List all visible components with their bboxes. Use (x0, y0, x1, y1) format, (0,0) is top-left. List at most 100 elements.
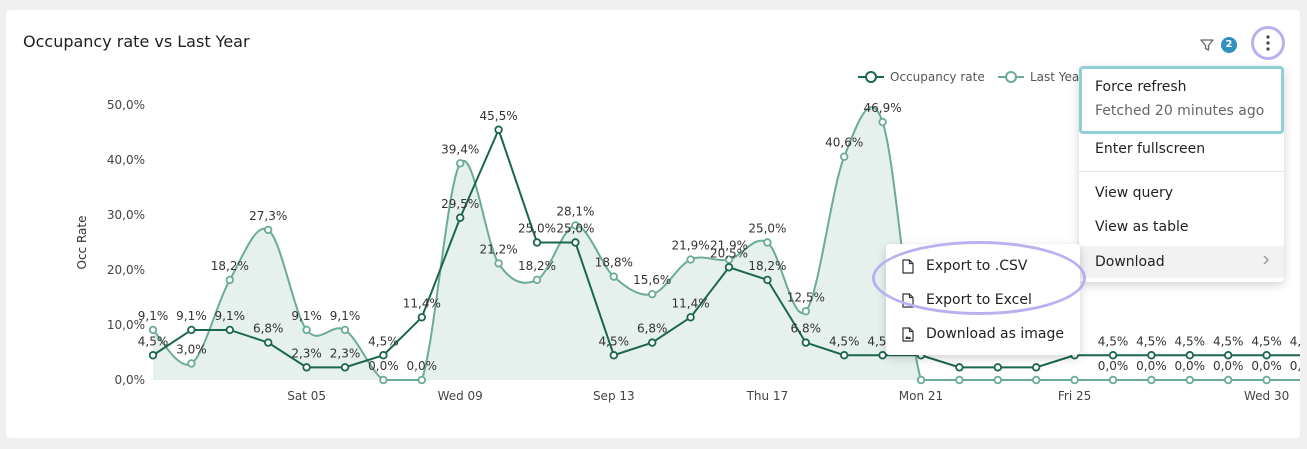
last-year-data-label: 0,0% (1175, 359, 1206, 373)
occupancy-point (1262, 351, 1271, 360)
last-year-point (724, 255, 734, 264)
last-year-data-label: 0,0% (368, 359, 399, 373)
view-query-item[interactable]: View query (1079, 177, 1284, 209)
occupancy-point (609, 351, 618, 360)
occupancy-data-label: 4,5% (1098, 334, 1129, 348)
force-refresh-label: Force refresh (1095, 79, 1187, 95)
occupancy-data-label: 4,5% (1175, 334, 1206, 348)
export-excel-label: Export to Excel (926, 292, 1032, 308)
last-year-point (148, 325, 158, 335)
x-tick-label: Wed 09 (438, 389, 483, 403)
occupancy-point (1223, 351, 1233, 360)
occupancy-data-label: 4,5% (829, 334, 860, 348)
occupancy-point (686, 313, 695, 322)
last-year-point (955, 375, 964, 385)
download-image-item[interactable]: Download as image (886, 318, 1080, 352)
occupancy-data-label: 25,0% (556, 222, 594, 236)
occupancy-data-label: 4,5% (368, 334, 399, 348)
occupancy-point (187, 325, 196, 335)
legend-occupancy-label: Occupancy rate (890, 70, 985, 84)
last-year-data-label: 3,0% (176, 343, 207, 357)
occupancy-point (417, 313, 426, 322)
occupancy-data-label: 20,5% (710, 246, 748, 260)
occupancy-point (456, 213, 465, 222)
occupancy-chart: 0,0% 10,0% 20,0% 30,0% 40,0% 50,0% Occ Rate Sat… (75, 70, 1300, 403)
occupancy-point (1108, 351, 1118, 360)
last-year-data-label: 0,0% (1136, 359, 1167, 373)
last-year-data-label: 12,5% (787, 290, 825, 304)
last-year-point (1031, 375, 1041, 385)
y-axis-label: Occ Rate (75, 216, 89, 270)
last-year-point (686, 255, 695, 264)
last-year-point (1108, 375, 1118, 385)
view-as-table-item[interactable]: View as table (1079, 211, 1284, 243)
occupancy-data-label: 4,5% (138, 334, 169, 348)
last-year-point (878, 117, 887, 127)
occupancy-point (225, 325, 234, 335)
more-options-button[interactable] (1251, 26, 1285, 60)
occupancy-point (840, 351, 849, 360)
last-year-data-label: 27,3% (249, 209, 287, 223)
x-tick-label: Sep 13 (593, 389, 635, 403)
last-year-data-label: 46,9% (864, 101, 902, 115)
enter-fullscreen-item[interactable]: Enter fullscreen (1079, 133, 1284, 165)
last-year-data-label: 9,1% (138, 309, 169, 323)
last-year-point (1070, 375, 1079, 385)
filter-icon[interactable] (1199, 37, 1215, 53)
legend-occupancy-marker (865, 71, 877, 83)
export-csv-item[interactable]: Export to .CSV (886, 250, 1080, 284)
last-year-data-label: 0,0% (1098, 359, 1129, 373)
occupancy-data-label: 6,8% (253, 322, 284, 336)
legend-last-year-marker (1005, 71, 1017, 83)
last-year-point (417, 375, 426, 385)
occupancy-point (763, 275, 772, 285)
occupancy-data-label: 4,5% (1136, 334, 1167, 348)
last-year-point (494, 259, 503, 268)
x-tick-label: Mon 21 (899, 389, 943, 403)
x-tick-label: Sat 05 (287, 389, 326, 403)
last-year-data-label: 25,0% (748, 222, 786, 236)
download-item[interactable]: Download (1079, 246, 1284, 278)
last-year-point (1185, 375, 1194, 385)
fetched-time-label: Fetched 20 minutes ago (1095, 103, 1265, 119)
occupancy-data-label: 11,4% (403, 296, 441, 310)
enter-fullscreen-label: Enter fullscreen (1095, 141, 1206, 157)
last-year-data-label: 18,2% (518, 259, 556, 273)
occupancy-data-label: 29,5% (441, 197, 479, 211)
x-tick-label: Fri 25 (1058, 389, 1091, 403)
x-tick-label: Thu 17 (746, 389, 789, 403)
last-year-point (1147, 375, 1156, 385)
last-year-point (1223, 375, 1233, 385)
last-year-point (1262, 375, 1271, 385)
y-tick-label: 50,0% (107, 98, 145, 112)
export-excel-item[interactable]: Export to Excel (886, 284, 1080, 318)
file-icon (902, 293, 914, 308)
last-year-point (801, 307, 810, 316)
last-year-point (763, 238, 772, 247)
occupancy-data-label: 9,1% (176, 309, 207, 323)
occupancy-data-label: 4,5% (599, 334, 630, 348)
last-year-point (264, 225, 273, 235)
last-year-point (379, 375, 388, 385)
occupancy-point (532, 238, 542, 247)
last-year-data-label: 0,0% (1213, 359, 1244, 373)
x-tick-label: Wed 30 (1244, 389, 1289, 403)
file-icon (902, 259, 914, 274)
filter-count-badge[interactable]: 2 (1221, 37, 1237, 53)
occupancy-point (379, 351, 388, 360)
occupancy-point (264, 338, 273, 347)
last-year-data-label: 9,1% (330, 309, 361, 323)
last-year-data-label: 0,0% (1251, 359, 1282, 373)
occupancy-data-label: 11,4% (672, 296, 710, 310)
last-year-area (153, 107, 1300, 381)
force-refresh-item[interactable]: Force refresh Fetched 20 minutes ago (1079, 66, 1284, 134)
y-tick-label: 0,0% (115, 373, 146, 387)
file-image-icon (902, 327, 914, 342)
last-year-point (840, 152, 849, 161)
last-year-data-label: 28,1% (556, 204, 594, 218)
last-year-data-label: 39,4% (441, 142, 479, 156)
occupancy-point (801, 338, 810, 347)
occupancy-point (1147, 351, 1156, 360)
last-year-point (916, 375, 926, 385)
occupancy-point (993, 363, 1002, 372)
